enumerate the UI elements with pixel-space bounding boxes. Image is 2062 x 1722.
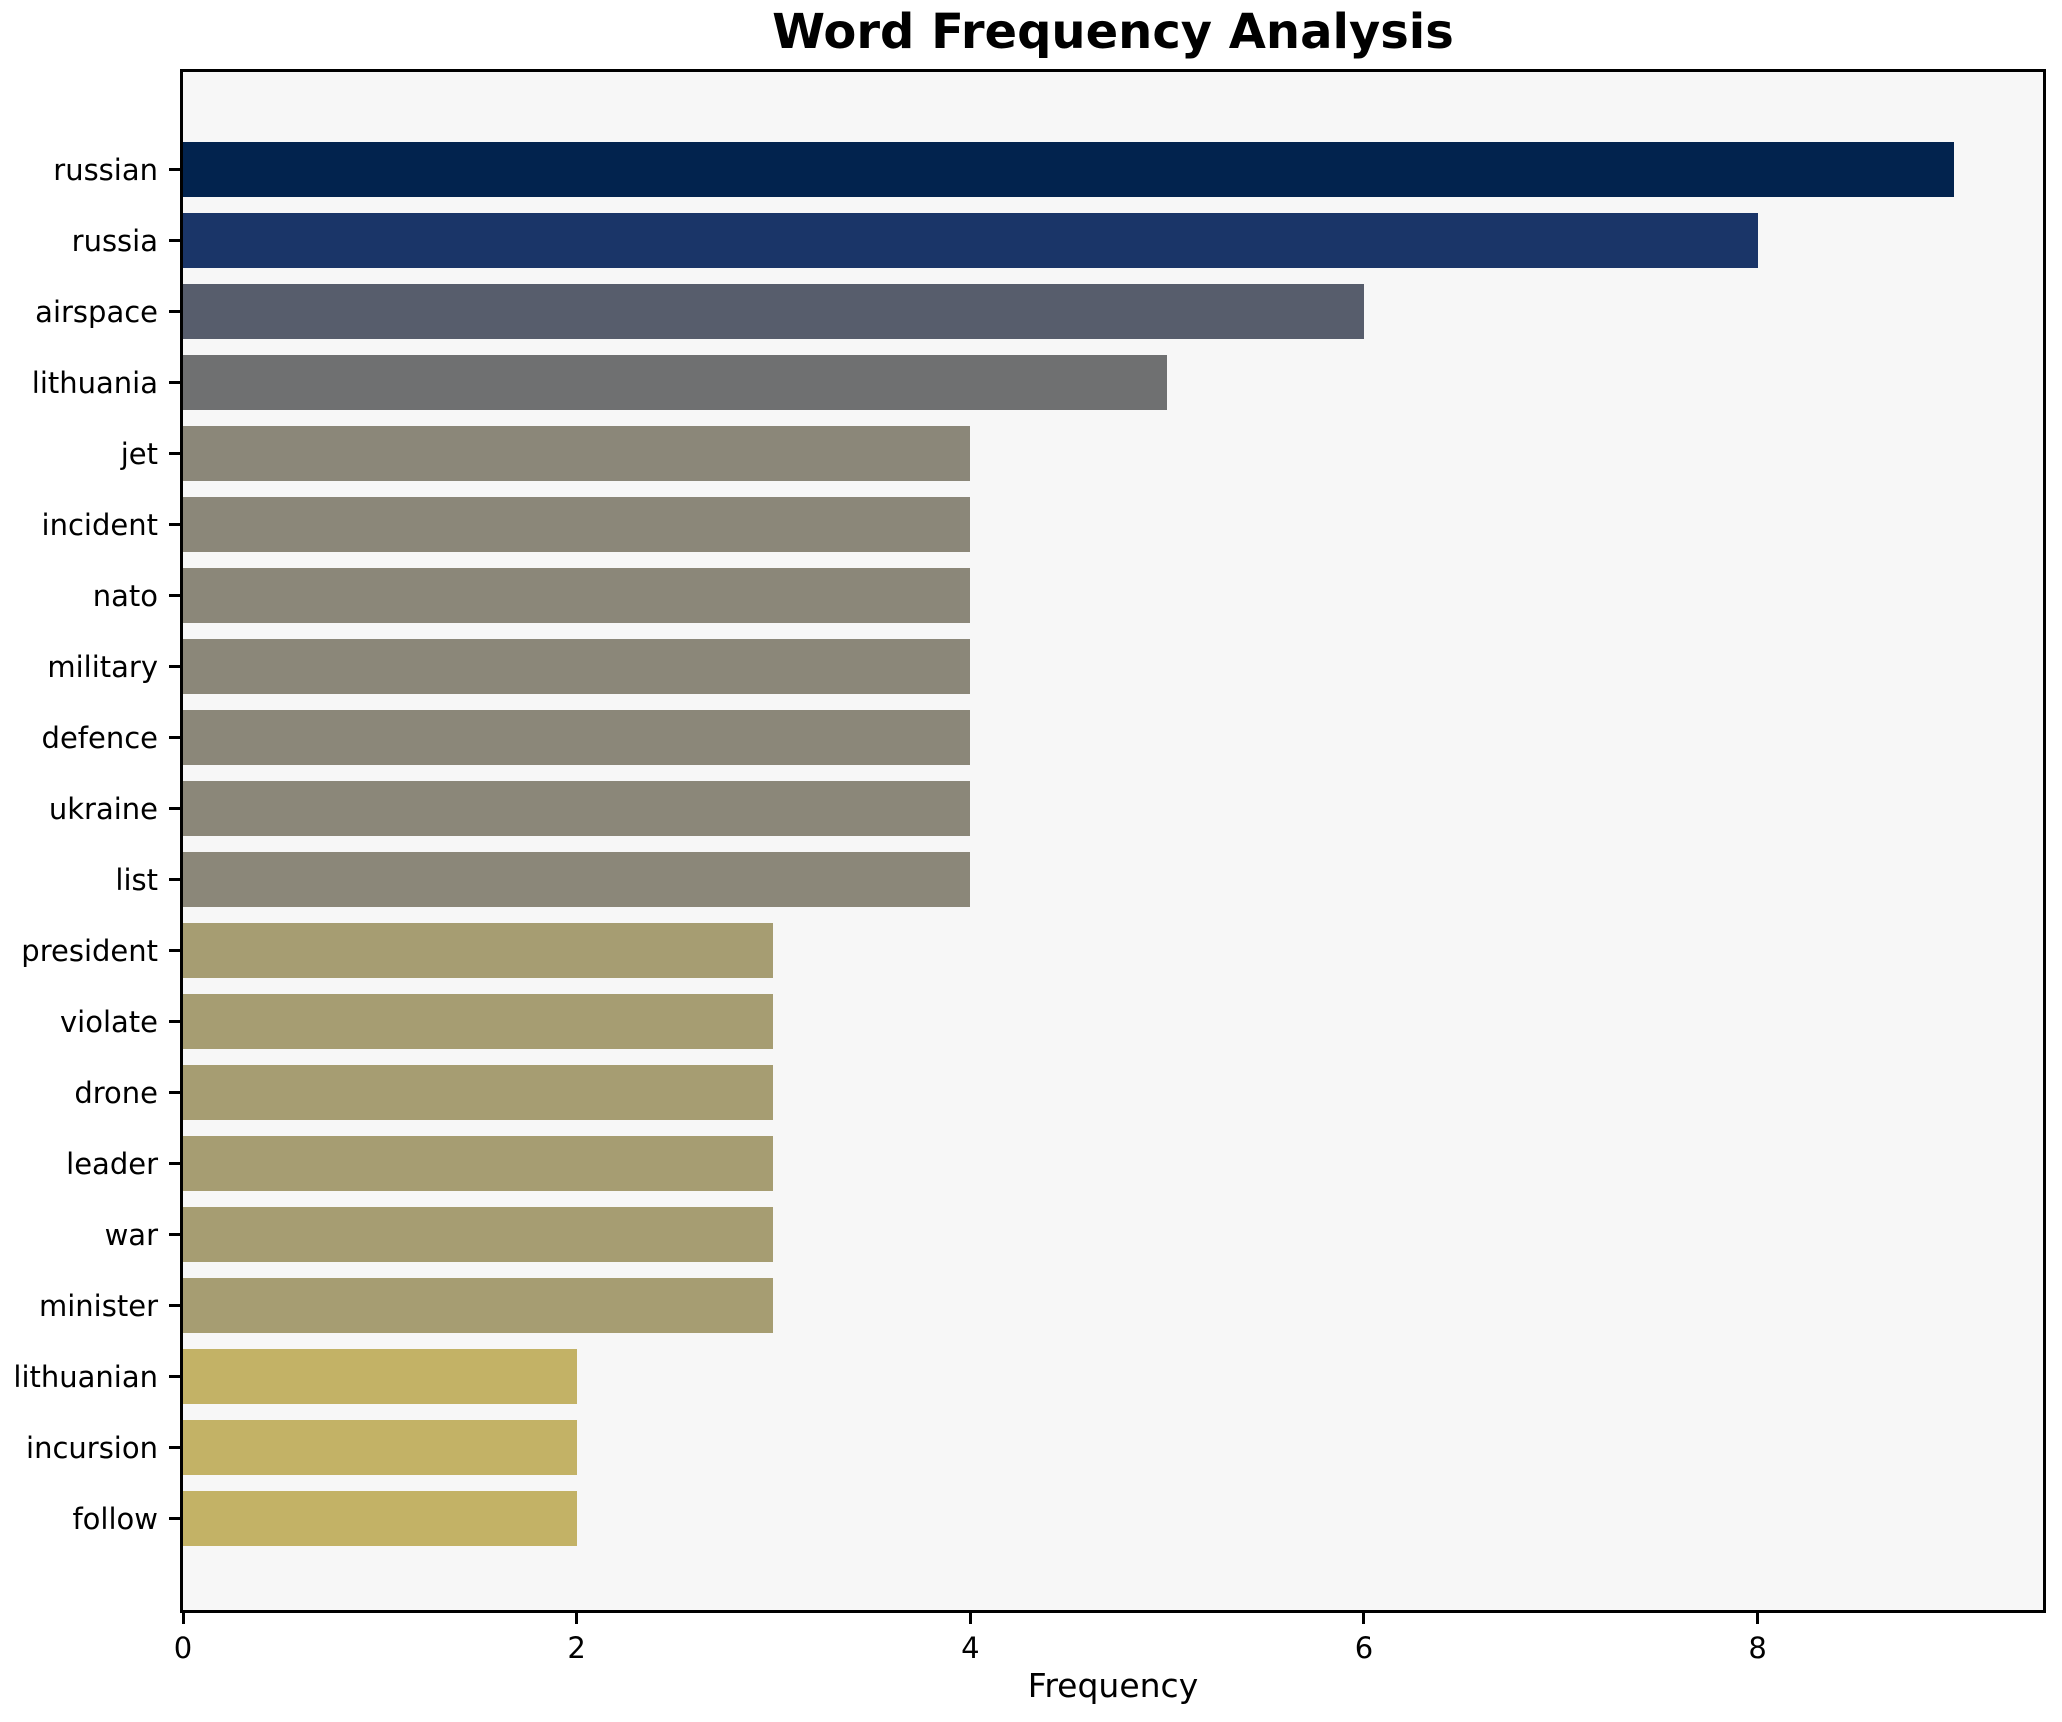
y-axis-label-jet: jet xyxy=(120,436,158,471)
x-tick-label-8: 8 xyxy=(1748,1631,1767,1665)
y-tick-mark xyxy=(169,452,182,455)
x-tick-mark xyxy=(968,1613,972,1624)
y-tick-mark xyxy=(169,878,182,881)
bar-incident xyxy=(183,497,970,552)
y-tick-mark xyxy=(169,1446,182,1449)
y-tick-mark xyxy=(169,1162,182,1165)
y-axis-label-russian: russian xyxy=(53,152,158,187)
y-axis-label-airspace: airspace xyxy=(35,294,158,329)
y-tick-mark xyxy=(169,1233,182,1236)
y-tick-mark xyxy=(169,594,182,597)
y-tick-mark xyxy=(169,665,182,668)
y-axis-label-military: military xyxy=(47,649,158,684)
y-axis-label-russia: russia xyxy=(71,223,158,258)
y-tick-mark xyxy=(169,168,182,171)
bar-follow xyxy=(183,1491,577,1546)
bar-list xyxy=(183,852,970,907)
bar-defence xyxy=(183,710,970,765)
y-tick-mark xyxy=(169,1304,182,1307)
y-tick-mark xyxy=(169,381,182,384)
bar-russia xyxy=(183,213,1758,268)
bar-lithuanian xyxy=(183,1349,577,1404)
bar-airspace xyxy=(183,284,1364,339)
chart-title: Word Frequency Analysis xyxy=(772,4,1454,60)
x-tick-label-4: 4 xyxy=(961,1631,980,1665)
bar-war xyxy=(183,1207,773,1262)
y-tick-mark xyxy=(169,1020,182,1023)
bar-jet xyxy=(183,426,970,481)
x-tick-mark xyxy=(1362,1613,1366,1624)
bar-violate xyxy=(183,994,773,1049)
y-axis-label-list: list xyxy=(115,862,158,897)
y-axis-label-incident: incident xyxy=(41,507,158,542)
y-axis-label-war: war xyxy=(104,1217,158,1252)
y-tick-mark xyxy=(169,310,182,313)
y-tick-mark xyxy=(169,239,182,242)
y-axis-label-follow: follow xyxy=(72,1501,158,1536)
y-axis-label-drone: drone xyxy=(74,1075,158,1110)
y-tick-mark xyxy=(169,949,182,952)
y-tick-mark xyxy=(169,523,182,526)
x-tick-label-2: 2 xyxy=(567,1631,586,1665)
bar-minister xyxy=(183,1278,773,1333)
y-axis-label-defence: defence xyxy=(41,720,158,755)
x-tick-label-6: 6 xyxy=(1354,1631,1374,1665)
bar-lithuania xyxy=(183,355,1167,410)
y-axis-label-ukraine: ukraine xyxy=(48,791,158,826)
x-tick-mark xyxy=(575,1613,579,1624)
x-tick-label-0: 0 xyxy=(173,1631,193,1665)
bar-leader xyxy=(183,1136,773,1191)
bar-president xyxy=(183,923,773,978)
y-axis-label-lithuanian: lithuanian xyxy=(13,1359,158,1394)
bar-military xyxy=(183,639,970,694)
y-tick-mark xyxy=(169,1375,182,1378)
y-tick-mark xyxy=(169,1517,182,1520)
x-tick-mark xyxy=(181,1613,185,1624)
y-tick-mark xyxy=(169,1091,182,1094)
x-tick-mark xyxy=(1756,1613,1760,1624)
plot-area xyxy=(180,69,2046,1613)
y-axis-label-president: president xyxy=(21,933,158,968)
bar-incursion xyxy=(183,1420,577,1475)
bar-drone xyxy=(183,1065,773,1120)
bar-russian xyxy=(183,142,1954,197)
y-tick-mark xyxy=(169,736,182,739)
y-axis-label-minister: minister xyxy=(39,1288,158,1323)
y-axis-label-violate: violate xyxy=(59,1004,158,1039)
x-axis-title: Frequency xyxy=(1027,1666,1199,1705)
y-axis-label-leader: leader xyxy=(66,1146,158,1181)
y-tick-mark xyxy=(169,807,182,810)
y-axis-label-incursion: incursion xyxy=(26,1430,158,1465)
y-axis-label-nato: nato xyxy=(92,578,158,613)
bar-nato xyxy=(183,568,970,623)
bar-ukraine xyxy=(183,781,970,836)
y-axis-label-lithuania: lithuania xyxy=(31,365,158,400)
